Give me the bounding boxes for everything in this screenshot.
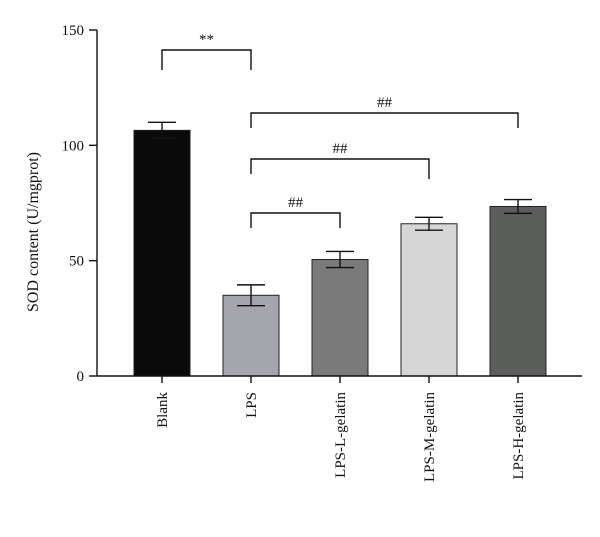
x-tick-label: Blank [155,392,171,428]
axes-layer: 0 50 100 150 Blank LPS LPS-L-gelatin LPS-M-gela… [62,23,582,482]
significance-label: ## [333,141,349,157]
y-tick-label: 0 [77,369,85,385]
x-tick-label: LPS-L-gelatin [333,392,349,478]
y-tick-label: 100 [62,138,85,154]
bar-lps-m-gelatin [400,223,458,377]
significance-bracket: ## [250,141,430,179]
bar-lps [222,294,280,377]
significance-label: ## [377,95,393,111]
bar-lps-l-gelatin [311,259,369,377]
significance-bracket: ** [161,32,252,70]
error-bar-lps-h-gelatin [504,198,532,215]
error-bars-layer [148,121,532,307]
y-axis-label: SOD content (U/mgprot) [25,152,42,312]
significance-label: ** [199,32,214,48]
significance-layer: ** ## ## ## [161,32,519,228]
x-tick-label: LPS-M-gelatin [422,392,438,482]
error-bar-blank [148,121,176,140]
y-tick-label: 50 [69,254,84,270]
error-bar-lps [237,284,265,307]
x-tick-label: LPS-H-gelatin [511,392,527,480]
y-tick-label: 150 [62,23,85,39]
error-bar-lps-l-gelatin [326,250,354,269]
significance-label: ## [288,195,304,211]
significance-bracket: ## [250,195,341,228]
error-bar-lps-m-gelatin [415,216,443,231]
x-tick-label: LPS [244,392,260,418]
bar-blank [133,129,191,377]
bar-lps-h-gelatin [489,205,547,377]
significance-bracket: ## [250,95,519,128]
